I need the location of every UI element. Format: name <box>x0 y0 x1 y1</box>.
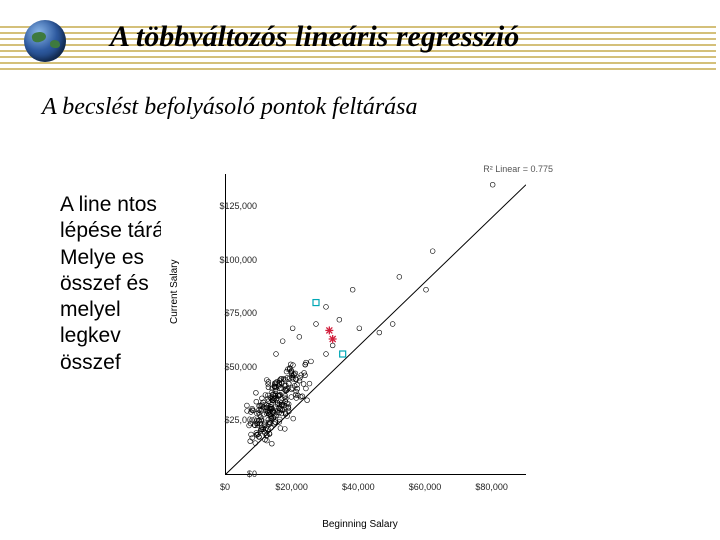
chart-plot-area <box>225 174 526 475</box>
chart-r2-label: R² Linear = 0.775 <box>483 164 553 174</box>
decorative-stripe <box>0 68 716 70</box>
y-tick-label: $25,000 <box>202 415 257 425</box>
scatter-chart: R² Linear = 0.775 Current Salary Beginni… <box>161 164 559 536</box>
globe-icon <box>24 20 66 62</box>
slide-subtitle: A becslést befolyásoló pontok feltárása <box>42 94 418 121</box>
chart-x-axis-label: Beginning Salary <box>161 519 559 530</box>
slide-title: A többváltozós lineáris regresszió <box>110 20 519 54</box>
y-tick-label: $0 <box>202 469 257 479</box>
x-tick-label: $0 <box>200 482 250 492</box>
x-tick-label: $20,000 <box>267 482 317 492</box>
decorative-stripe <box>0 56 716 58</box>
chart-svg <box>226 174 526 474</box>
chart-y-axis-label: Current Salary <box>169 260 180 324</box>
x-tick-label: $80,000 <box>467 482 517 492</box>
y-tick-label: $100,000 <box>202 255 257 265</box>
y-tick-label: $75,000 <box>202 308 257 318</box>
decorative-stripe <box>0 62 716 64</box>
y-tick-label: $50,000 <box>202 362 257 372</box>
x-tick-label: $60,000 <box>400 482 450 492</box>
slide: A többváltozós lineáris regresszió A bec… <box>0 0 720 540</box>
y-tick-label: $125,000 <box>202 201 257 211</box>
title-bar: A többváltozós lineáris regresszió <box>0 12 720 72</box>
x-tick-label: $40,000 <box>333 482 383 492</box>
